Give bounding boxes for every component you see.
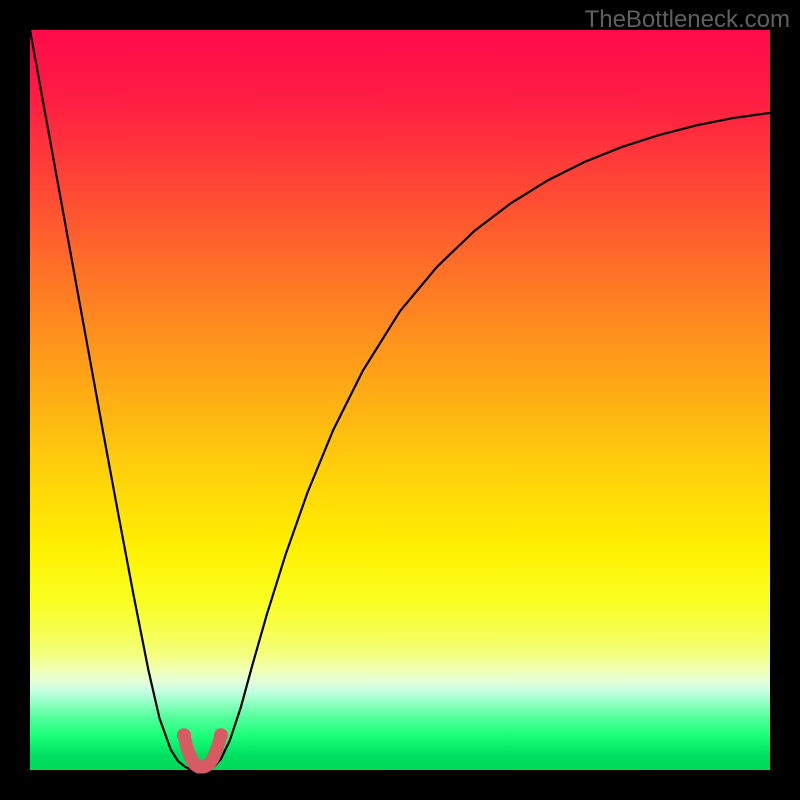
watermark-text: TheBottleneck.com xyxy=(585,6,790,34)
image-root: TheBottleneck.com xyxy=(0,0,800,800)
valley-marker-cap-left xyxy=(177,728,191,742)
gradient-background xyxy=(30,30,770,770)
bottleneck-chart xyxy=(0,0,800,800)
valley-marker-cap-right xyxy=(214,728,228,742)
